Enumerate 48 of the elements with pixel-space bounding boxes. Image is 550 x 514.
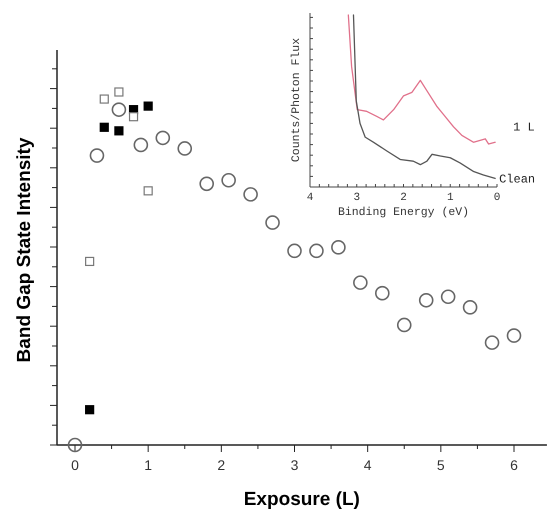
point (90, 148, 104, 163)
point (134, 138, 148, 152)
point (177, 141, 192, 156)
x-tick-label: 5 (436, 457, 445, 473)
point (114, 87, 124, 97)
series-label: Clean (499, 172, 536, 186)
x-tick-label: 2 (217, 457, 226, 473)
x-tick-label: 1 (446, 192, 454, 204)
point (309, 244, 324, 258)
point (85, 405, 94, 414)
point (199, 176, 214, 192)
y-axis-title: Band Gap State Intensity (14, 137, 35, 362)
point (243, 187, 258, 202)
y-axis-title: Counts/Photon Flux (290, 38, 303, 162)
x-axis-title: Binding Energy (eV) (338, 206, 470, 219)
point (221, 172, 236, 188)
point (331, 240, 346, 255)
x-tick-label: 4 (364, 457, 372, 473)
point (265, 215, 280, 230)
point (112, 102, 126, 117)
x-tick-label: 3 (353, 192, 360, 204)
point (100, 122, 109, 132)
x-tick-label: 0 (71, 457, 80, 473)
point (287, 244, 302, 258)
point (418, 292, 434, 308)
point (375, 286, 390, 301)
x-tick-label: 0 (494, 192, 500, 204)
point (506, 328, 522, 343)
point (353, 275, 368, 290)
point (68, 438, 82, 452)
x-tick-label: 6 (510, 457, 518, 473)
series-label: 1 L (513, 120, 535, 134)
point (462, 300, 478, 315)
point (114, 126, 124, 136)
x-axis-title: Exposure (L) (244, 489, 360, 510)
point (396, 318, 412, 332)
point (85, 256, 94, 266)
point (128, 112, 138, 122)
x-tick-label: 4 (306, 192, 314, 204)
x-tick-label: 1 (144, 457, 152, 473)
point (144, 186, 153, 196)
point (144, 102, 153, 111)
x-tick-label: 2 (400, 192, 407, 204)
point (100, 94, 109, 104)
point (440, 289, 456, 304)
x-tick-label: 3 (290, 457, 299, 473)
point (484, 335, 500, 350)
point (156, 130, 170, 146)
